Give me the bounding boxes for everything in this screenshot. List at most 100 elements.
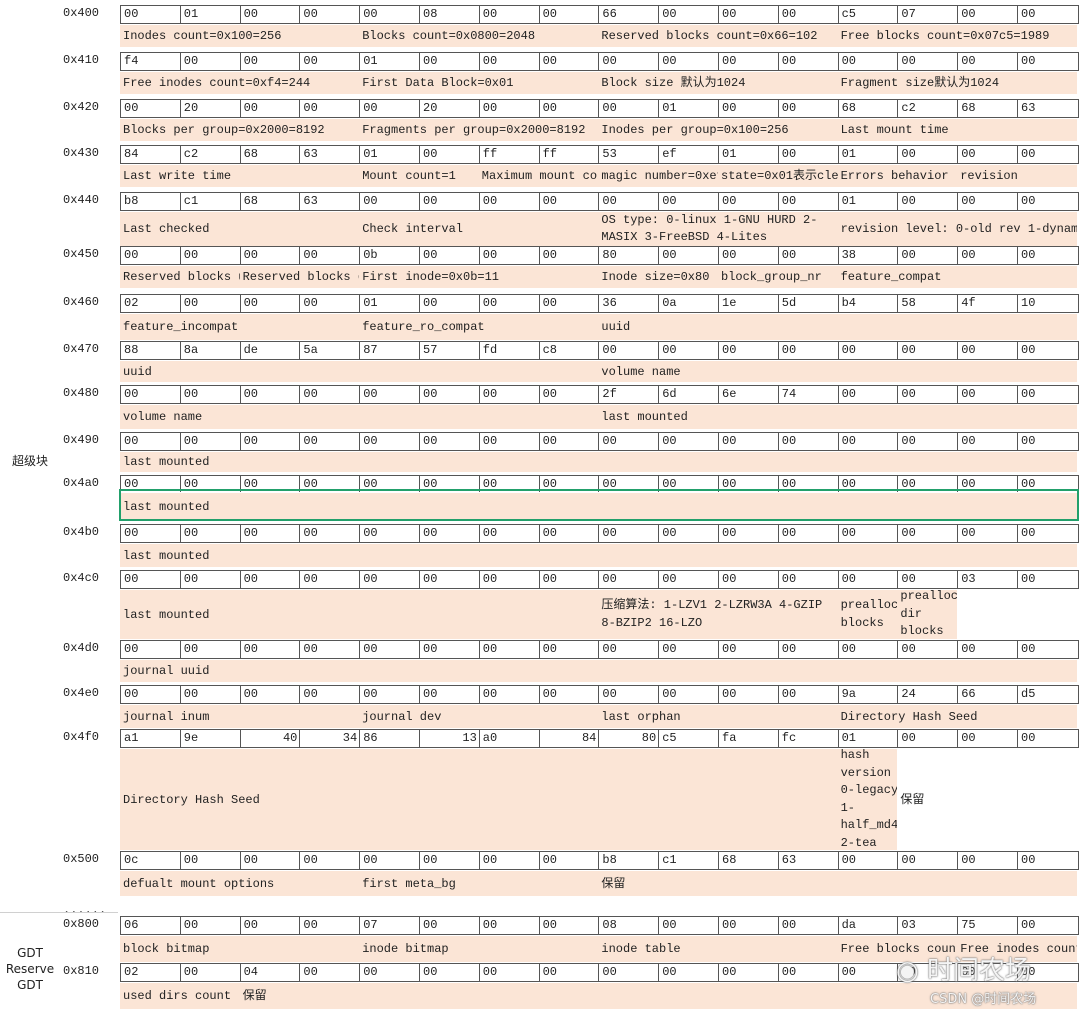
hex-byte-cell: 00: [239, 432, 301, 451]
hex-byte-cell: 00: [419, 192, 480, 211]
hex-byte-cell: 66: [957, 685, 1018, 704]
hex-byte-cell: 00: [419, 145, 480, 164]
hex-byte-cell: 63: [777, 851, 839, 870]
hex-byte-cell: 00: [239, 99, 301, 118]
watermark-credit: CSDN @时间农场: [930, 992, 1037, 1007]
hex-byte-cell: 00: [1017, 52, 1078, 71]
hex-byte-cell: 00: [179, 52, 241, 71]
row-gap-ellipsis: ......: [63, 903, 107, 917]
hex-byte-cell: 00: [478, 524, 540, 543]
hex-byte-cell: 4f: [957, 294, 1018, 313]
hex-byte-cell: 00: [419, 963, 480, 982]
row-rightborder: [1078, 52, 1079, 71]
field-description: [957, 589, 1077, 639]
hex-byte-cell: 00: [538, 916, 600, 935]
hex-byte-cell: 00: [538, 570, 600, 589]
hex-byte-cell: 74: [777, 385, 839, 404]
hex-byte-cell: 00: [837, 341, 899, 360]
hex-byte-cell: a0: [478, 729, 540, 748]
hex-byte-cell: 87: [359, 341, 420, 360]
row-offset: 0x4d0: [63, 641, 100, 655]
hex-byte-cell: 00: [478, 916, 540, 935]
hex-byte-cell: 00: [1017, 192, 1078, 211]
hex-byte-cell: 00: [538, 385, 600, 404]
hex-byte-cell: 00: [359, 432, 420, 451]
field-description: Last mount time: [837, 118, 1077, 141]
hex-byte-cell: 00: [837, 640, 899, 659]
row-offset: 0x4b0: [63, 525, 100, 539]
hex-byte-cell: 00: [478, 640, 540, 659]
hex-byte-cell: 00: [538, 432, 600, 451]
row-rightborder: [1078, 640, 1079, 659]
hex-byte-cell: 00: [1017, 341, 1078, 360]
hex-byte-cell: 6d: [658, 385, 719, 404]
hex-byte-cell: 00: [299, 99, 361, 118]
hex-byte-cell: ef: [658, 145, 719, 164]
hex-byte-cell: c2: [179, 145, 241, 164]
hex-byte-cell: 63: [299, 145, 361, 164]
row-offset: 0x810: [63, 964, 100, 978]
hex-byte-cell: 00: [598, 685, 660, 704]
hex-byte-cell: 00: [658, 341, 719, 360]
hex-byte-cell: 00: [299, 570, 361, 589]
field-description: magic number=0xef53: [598, 164, 718, 187]
row-rightborder: [1078, 192, 1079, 211]
hex-byte-cell: 88: [120, 341, 181, 360]
hex-byte-cell: 00: [538, 99, 600, 118]
hex-byte-cell: 5a: [299, 341, 361, 360]
field-description: Inodes count=0x100=256: [120, 24, 360, 47]
hex-byte-cell: 00: [120, 385, 181, 404]
field-description: Inode size=0x80: [598, 265, 718, 288]
hex-byte-cell: 68: [239, 145, 301, 164]
row-rightborder: [1078, 685, 1079, 704]
hex-byte-cell: 00: [777, 640, 839, 659]
hex-byte-cell: 00: [1017, 570, 1078, 589]
hex-byte-cell: f4: [120, 52, 181, 71]
hex-byte-cell: 00: [239, 52, 301, 71]
row-rightborder: [1078, 99, 1079, 118]
hex-byte-cell: 00: [777, 52, 839, 71]
hex-byte-cell: 63: [1017, 99, 1078, 118]
hex-byte-cell: 00: [478, 5, 540, 24]
hex-byte-cell: 00: [359, 385, 420, 404]
hex-byte-cell: 01: [837, 192, 899, 211]
hex-byte-cell: 00: [718, 640, 779, 659]
row-rightborder: [1078, 5, 1079, 24]
hex-byte-cell: 36: [598, 294, 660, 313]
hex-byte-cell: 00: [359, 685, 420, 704]
hex-byte-cell: 34: [299, 729, 361, 748]
hex-byte-cell: 6e: [718, 385, 779, 404]
hex-byte-cell: 00: [179, 851, 241, 870]
hex-byte-cell: b8: [120, 192, 181, 211]
hex-byte-cell: 00: [658, 432, 719, 451]
hex-byte-cell: 00: [538, 192, 600, 211]
hex-byte-cell: 00: [598, 192, 660, 211]
row-offset: 0x420: [63, 100, 100, 114]
hex-byte-cell: 00: [837, 432, 899, 451]
field-description: feature_compat: [837, 265, 1077, 288]
hex-byte-cell: 00: [419, 246, 480, 265]
hex-byte-cell: 00: [957, 5, 1018, 24]
hex-byte-cell: 00: [120, 432, 181, 451]
hex-byte-cell: 00: [658, 640, 719, 659]
field-description: volume name: [120, 404, 599, 429]
hex-byte-cell: 57: [419, 341, 480, 360]
hex-byte-cell: 00: [957, 640, 1018, 659]
hex-byte-cell: 00: [359, 851, 420, 870]
hex-byte-cell: c2: [897, 99, 959, 118]
hex-byte-cell: 00: [837, 524, 899, 543]
field-description: revision level: 0-old rev 1-dynamic: [837, 211, 1077, 246]
field-description: Last checked: [120, 211, 360, 246]
hex-byte-cell: 00: [419, 916, 480, 935]
hex-byte-cell: 00: [1017, 5, 1078, 24]
hex-byte-cell: 84: [120, 145, 181, 164]
row-rightborder: [1078, 475, 1079, 494]
hex-byte-cell: 00: [897, 851, 959, 870]
hex-byte-cell: 00: [598, 52, 660, 71]
hex-byte-cell: 00: [538, 685, 600, 704]
field-description: last mounted: [598, 404, 1077, 429]
hex-byte-cell: 00: [897, 341, 959, 360]
hex-byte-cell: b8: [598, 851, 660, 870]
hex-byte-cell: 00: [957, 341, 1018, 360]
hex-byte-cell: c5: [658, 729, 719, 748]
